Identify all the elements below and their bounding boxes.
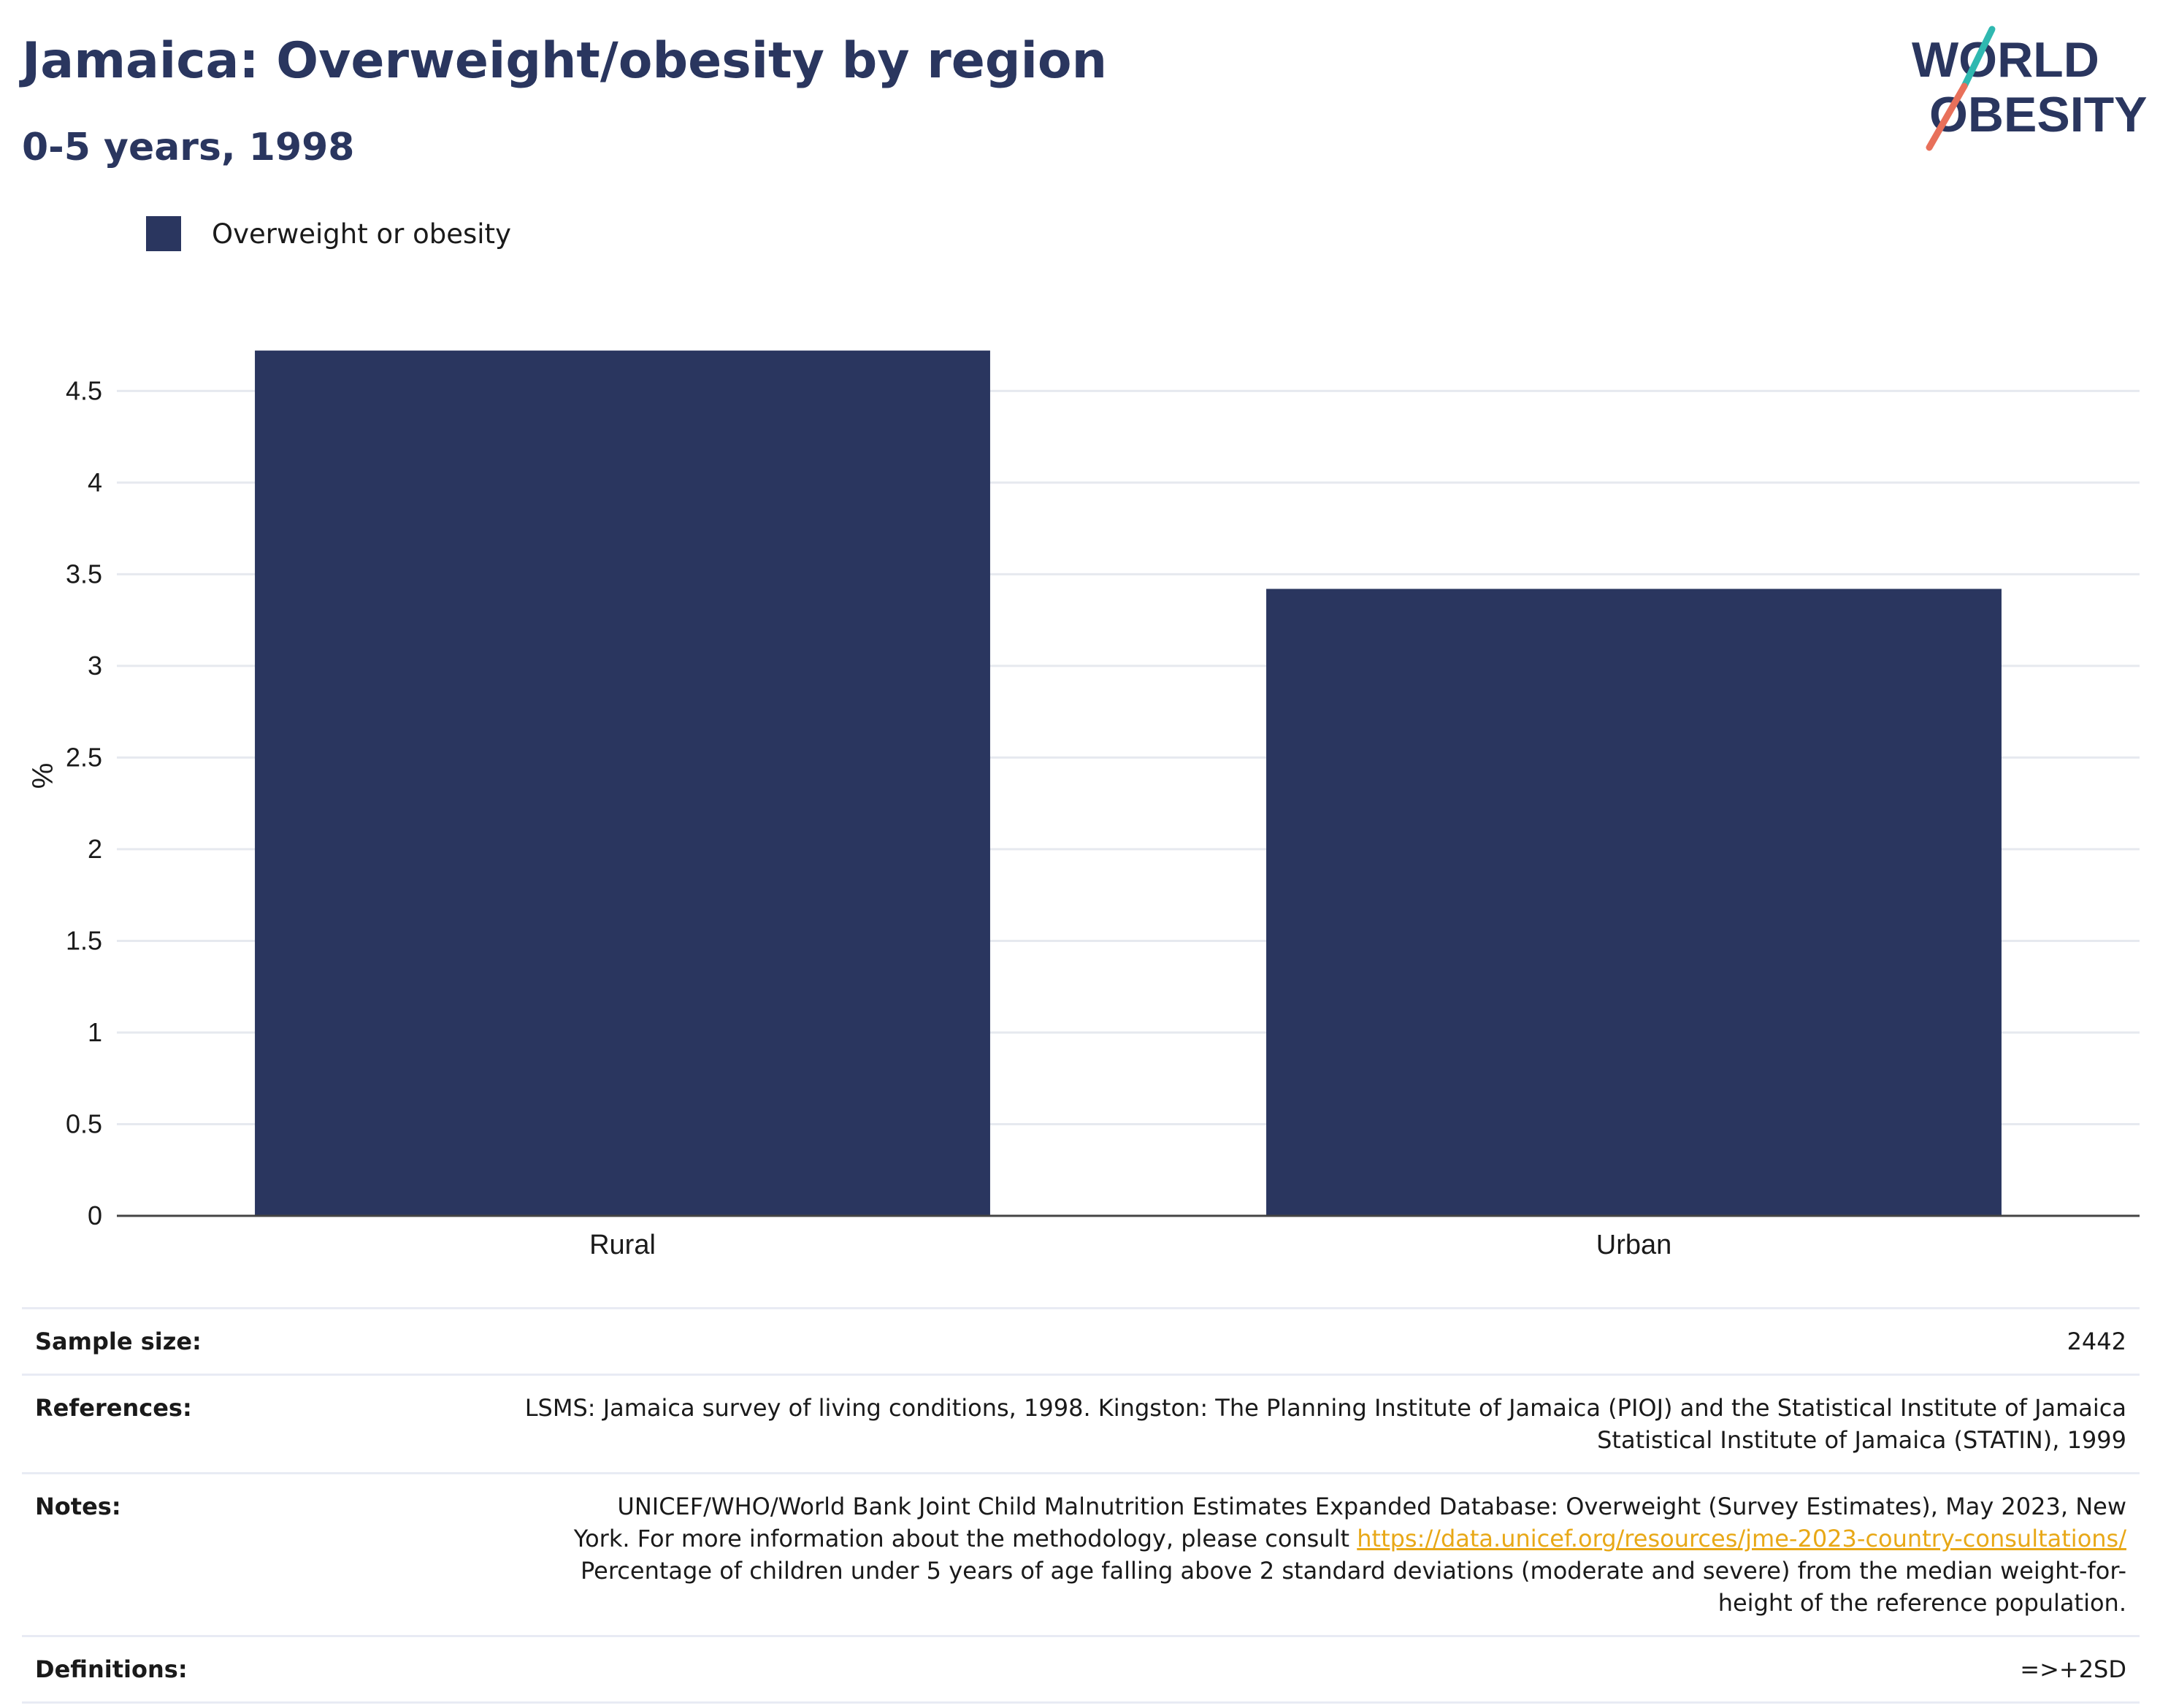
y-tick-label: 3.5 bbox=[66, 559, 102, 589]
chart-metadata: Sample size: 2442 References: LSMS: Jama… bbox=[22, 1307, 2140, 1704]
sample-size-row: Sample size: 2442 bbox=[22, 1307, 2140, 1374]
legend-swatch bbox=[146, 216, 181, 251]
y-tick-label: 1 bbox=[88, 1017, 102, 1047]
logo-line2: OBESITY bbox=[1929, 87, 2147, 142]
y-tick-label: 0.5 bbox=[66, 1108, 102, 1138]
notes-line2: York. For more information about the met… bbox=[573, 1525, 1357, 1552]
chart-legend: Overweight or obesity bbox=[146, 216, 511, 251]
y-axis-label: % bbox=[27, 763, 59, 789]
definitions-row: Definitions: =>+2SD bbox=[22, 1635, 2140, 1704]
notes-line3: Percentage of children under 5 years of … bbox=[581, 1557, 2126, 1585]
bar-urban bbox=[1266, 589, 2002, 1216]
y-tick-label: 0 bbox=[88, 1200, 102, 1230]
bar-chart: 0 0.5 1 1.5 2 2.5 3 3.5 4 4.5% Rural Urban bbox=[27, 351, 2140, 1260]
chart-title: Jamaica: Overweight/obesity by region bbox=[22, 32, 1108, 90]
sample-size-label: Sample size: bbox=[35, 1328, 202, 1355]
sample-size-value: 2442 bbox=[2067, 1328, 2126, 1355]
references-line2: Statistical Institute of Jamaica (STATIN… bbox=[1597, 1426, 2126, 1454]
references-label: References: bbox=[35, 1394, 192, 1422]
bar-rural bbox=[255, 351, 990, 1216]
y-tick-label: 1.5 bbox=[66, 925, 102, 955]
x-tick-label: Urban bbox=[1596, 1230, 1672, 1260]
logo-slash-coral bbox=[1926, 83, 1968, 151]
y-tick-label: 4.5 bbox=[66, 375, 102, 405]
notes-value: UNICEF/WHO/World Bank Joint Child Malnut… bbox=[574, 1490, 2126, 1619]
definitions-label: Definitions: bbox=[35, 1655, 188, 1683]
x-tick-label: Rural bbox=[589, 1230, 656, 1260]
methodology-link[interactable]: https://data.unicef.org/resources/jme-20… bbox=[1357, 1525, 2126, 1552]
chart-subtitle: 0-5 years, 1998 bbox=[22, 126, 355, 169]
notes-row: Notes: UNICEF/WHO/World Bank Joint Child… bbox=[22, 1472, 2140, 1635]
logo-slash-teal bbox=[1961, 26, 1996, 90]
references-value: LSMS: Jamaica survey of living condition… bbox=[525, 1392, 2126, 1456]
notes-line4: height of the reference population. bbox=[1717, 1589, 2126, 1617]
legend-label: Overweight or obesity bbox=[212, 218, 511, 250]
references-line1: LSMS: Jamaica survey of living condition… bbox=[524, 1394, 2126, 1422]
references-row: References: LSMS: Jamaica survey of livi… bbox=[22, 1374, 2140, 1472]
notes-label: Notes: bbox=[35, 1493, 121, 1520]
y-tick-label: 4 bbox=[88, 467, 102, 497]
y-tick-label: 2.5 bbox=[66, 742, 102, 772]
notes-line1: UNICEF/WHO/World Bank Joint Child Malnut… bbox=[617, 1493, 2126, 1520]
logo-line1: WORLD bbox=[1912, 32, 2099, 88]
y-tick-label: 2 bbox=[88, 834, 102, 864]
y-tick-label: 3 bbox=[88, 651, 102, 681]
definitions-value: =>+2SD bbox=[2020, 1655, 2126, 1683]
world-obesity-logo[interactable]: WORLD OBESITY bbox=[1899, 22, 2147, 153]
